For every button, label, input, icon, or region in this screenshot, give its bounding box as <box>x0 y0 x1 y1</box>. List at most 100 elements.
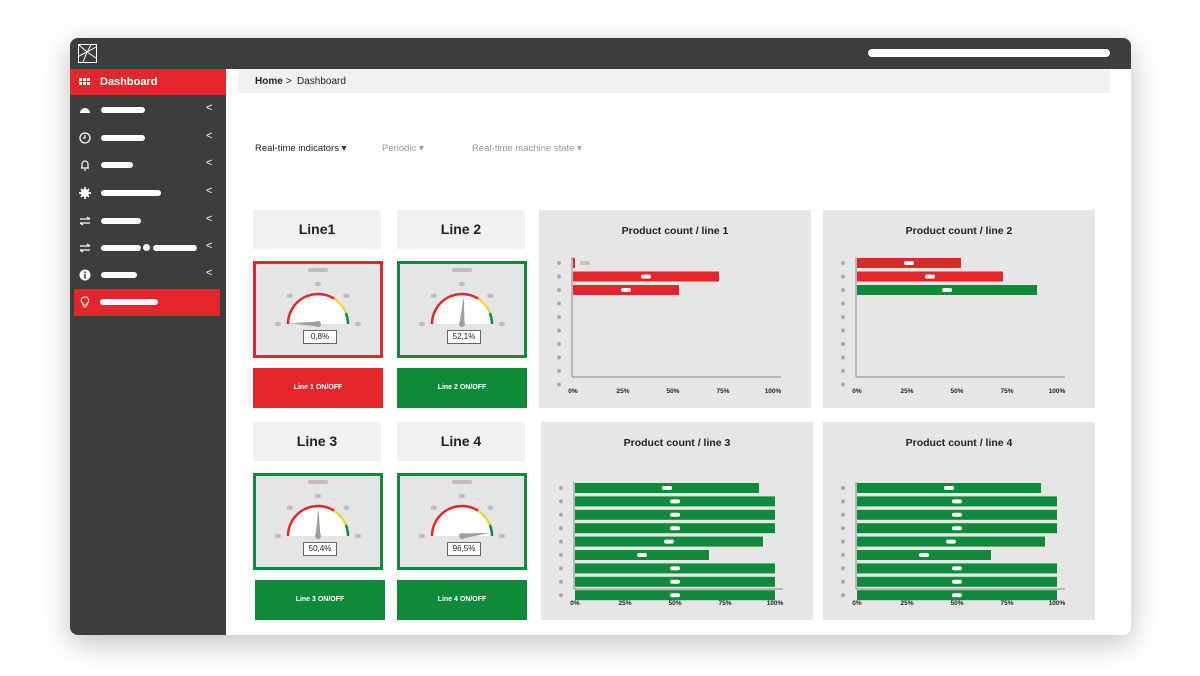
line-4-gauge: 96,5% <box>397 473 527 570</box>
chart-plot: 0% 25% 50% 75% 100% <box>559 482 784 607</box>
main-content: Home > Dashboard Real-time indicators ▾ … <box>226 69 1131 635</box>
y-tick-dot <box>557 261 561 265</box>
gauge-arc <box>430 504 479 537</box>
chart-plot: 0% 25% 50% 75% 100% <box>841 257 1066 395</box>
chart-plot: 0% 25% 50% 75% 100% <box>557 257 782 395</box>
sidebar-item-2[interactable]: < <box>70 125 226 151</box>
gauge-tick-label <box>286 505 293 510</box>
search-bar[interactable] <box>868 49 1110 57</box>
line-3-title: Line 3 <box>253 422 381 461</box>
data-label <box>670 526 680 531</box>
line-4-gauge-value: 96,5% <box>447 542 481 556</box>
sidebar-item-3[interactable]: < <box>70 152 226 178</box>
y-tick-dot <box>557 328 561 333</box>
data-label <box>952 566 962 571</box>
data-label <box>944 486 954 490</box>
y-tick-dot <box>841 526 845 531</box>
sidebar-item-label <box>101 190 161 196</box>
sidebar-item-label <box>100 299 158 305</box>
x-tick-label: 25% <box>900 388 913 395</box>
data-label <box>670 499 680 504</box>
x-tick-label: 0% <box>852 388 862 395</box>
gauge-tick-label <box>275 534 281 538</box>
gauge-tick-label <box>487 505 494 510</box>
tab-real-time-indicators[interactable]: Real-time indicators ▾ <box>255 143 347 154</box>
top-bar <box>70 38 1131 69</box>
chevron-left-icon: < <box>206 130 213 142</box>
gauge-tick-label <box>430 505 437 510</box>
sidebar-item-7[interactable]: < <box>70 262 226 288</box>
gauge-tick-label <box>343 505 350 510</box>
gauge-tick-label <box>499 534 505 538</box>
y-tick-dot <box>557 355 561 360</box>
bar <box>573 258 575 268</box>
line-3-gauge-value: 50,4% <box>303 542 337 556</box>
y-tick-dot <box>841 261 845 265</box>
gauge-hub <box>459 533 465 539</box>
data-label <box>637 553 647 557</box>
y-tick-dot <box>841 342 845 346</box>
gauge-label-pill <box>308 480 328 484</box>
breadcrumb: Home > Dashboard <box>238 69 1110 93</box>
gauge-needle <box>459 296 465 325</box>
x-tick-label: 75% <box>1000 388 1013 395</box>
sidebar-item-label <box>153 245 197 251</box>
sidebar-item-label <box>101 272 137 278</box>
gauge-icon <box>80 108 90 113</box>
y-tick-dot <box>559 512 563 517</box>
y-tick-dot <box>841 512 845 517</box>
chart-title: Product count / line 3 <box>623 437 731 449</box>
x-tick-label: 100% <box>765 388 782 395</box>
lightbulb-icon <box>80 296 90 308</box>
data-label <box>662 486 672 490</box>
gauge-face <box>288 294 348 324</box>
tab-periodic[interactable]: Periodic ▾ <box>382 143 424 154</box>
breadcrumb-home[interactable]: Home <box>255 76 283 87</box>
transfer-icon <box>79 243 91 253</box>
line-1-gauge: 0,8% <box>253 261 383 358</box>
data-label <box>952 526 962 531</box>
data-label <box>621 288 631 292</box>
line-3-toggle-button[interactable]: Line 3 ON/OFF <box>255 580 385 620</box>
app-window: Dashboard < < < < < <box>70 38 1131 635</box>
separator-dot <box>143 244 150 251</box>
x-tick-label: 25% <box>900 600 913 607</box>
line-4-toggle-button[interactable]: Line 4 ON/OFF <box>397 580 527 620</box>
chart-plot: 0% 25% 50% 75% 100% <box>841 482 1066 607</box>
x-tick-label: 75% <box>718 600 731 607</box>
gauge-arc <box>477 509 492 526</box>
gauge-tick-label <box>499 322 505 326</box>
line-1-toggle-button[interactable]: Line 1 ON/OFF <box>253 368 383 408</box>
y-tick-dot <box>841 566 845 571</box>
product-count-chart-line-2: Product count / line 2 0% 25% 50% 75% 100% <box>823 210 1095 408</box>
gauge-tick-label <box>419 322 425 326</box>
sidebar-item-1[interactable]: < <box>70 97 226 123</box>
data-label <box>952 512 962 517</box>
x-tick-label: 0% <box>852 600 862 607</box>
y-tick-dot <box>557 274 561 279</box>
y-tick-dot <box>841 355 845 360</box>
sidebar: Dashboard < < < < < <box>70 69 226 635</box>
line-2-title: Line 2 <box>397 210 525 249</box>
data-label <box>580 261 590 265</box>
line-4-title: Line 4 <box>397 422 525 461</box>
chevron-left-icon: < <box>206 185 213 197</box>
sidebar-item-label <box>101 218 141 224</box>
data-label <box>641 274 651 279</box>
sidebar-item-5[interactable]: < <box>70 208 226 234</box>
gauge-tick-label <box>419 534 425 538</box>
line-1-title: Line1 <box>253 210 381 249</box>
line-2-toggle-button[interactable]: Line 2 ON/OFF <box>397 368 527 408</box>
gauge-arc <box>488 312 494 325</box>
sidebar-item-4[interactable]: < <box>70 180 226 206</box>
tab-real-time-machine-state[interactable]: Real-time machine state ▾ <box>472 143 582 154</box>
data-label <box>670 593 680 598</box>
sidebar-item-dashboard[interactable]: Dashboard <box>70 69 226 95</box>
y-tick-dot <box>841 315 845 319</box>
sidebar-item-8[interactable] <box>74 289 220 316</box>
sidebar-item-6[interactable]: < <box>70 235 226 261</box>
gauge-needle <box>315 508 321 537</box>
clock-icon <box>79 132 91 144</box>
product-count-chart-line-3: Product count / line 3 0% 25% 50% 75% 100% <box>541 422 813 620</box>
chart-title: Product count / line 2 <box>905 225 1013 237</box>
